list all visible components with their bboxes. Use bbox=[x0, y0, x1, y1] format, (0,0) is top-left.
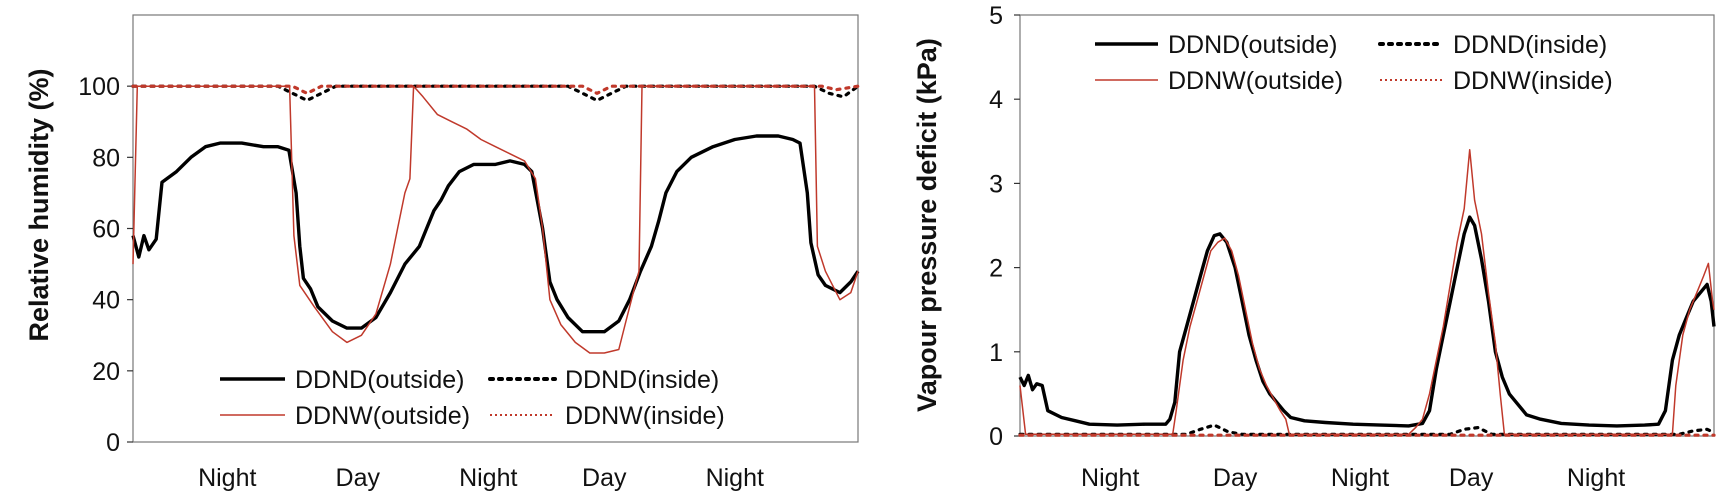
x-tick-label: Day bbox=[1449, 464, 1494, 492]
legend-label-ddnw-outside: DDNW(outside) bbox=[295, 402, 470, 430]
y-tick-label: 1 bbox=[989, 339, 1003, 367]
series-line-ddnd-outside bbox=[131, 134, 860, 334]
legend-label-ddnd-outside: DDND(outside) bbox=[1168, 31, 1337, 59]
plot-area: 0 20 40 60 80 100 Night Day Night Day Night bbox=[78, 14, 860, 492]
legend-label-ddnd-inside: DDND(inside) bbox=[1453, 31, 1607, 59]
x-tick-label: Night bbox=[198, 464, 256, 492]
x-tick-label: Night bbox=[1567, 464, 1625, 492]
x-tick-label: Day bbox=[1213, 464, 1258, 492]
y-axis-label: Vapour pressure deficit (kPa) bbox=[912, 38, 942, 412]
y-tick-label: 0 bbox=[989, 423, 1003, 451]
series-line-ddnd-inside bbox=[1018, 423, 1716, 436]
y-tick-label: 0 bbox=[106, 429, 120, 457]
y-tick-label: 80 bbox=[92, 144, 120, 172]
series-line-ddnw-outside bbox=[1019, 148, 1715, 436]
legend-label-ddnw-outside: DDNW(outside) bbox=[1168, 67, 1343, 95]
chart-relative-humidity: Relative humidity (%) 0 20 40 60 80 100 Night D… bbox=[24, 14, 860, 492]
y-tick-label: 2 bbox=[989, 255, 1003, 283]
y-tick-label: 60 bbox=[92, 216, 120, 244]
x-tick-label: Day bbox=[582, 464, 627, 492]
legend-label-ddnd-inside: DDND(inside) bbox=[565, 366, 719, 394]
x-tick-label: Day bbox=[336, 464, 381, 492]
x-tick-label: Night bbox=[1081, 464, 1139, 492]
y-tick-label: 5 bbox=[989, 2, 1003, 30]
y-tick-label: 100 bbox=[78, 73, 120, 101]
legend-label-ddnd-outside: DDND(outside) bbox=[295, 366, 464, 394]
y-tick-label: 4 bbox=[989, 86, 1003, 114]
legend: DDND(outside) DDND(inside) DDNW(outside)… bbox=[220, 366, 725, 430]
x-tick-label: Night bbox=[706, 464, 764, 492]
legend: DDND(outside) DDND(inside) DDNW(outside)… bbox=[1095, 31, 1613, 95]
series-line-ddnw-outside bbox=[132, 85, 859, 354]
legend-label-ddnw-inside: DDNW(inside) bbox=[1453, 67, 1613, 95]
series-line-ddnw-inside bbox=[131, 84, 860, 95]
y-axis-label: Relative humidity (%) bbox=[24, 68, 54, 341]
plot-frame bbox=[1019, 14, 1715, 437]
plot-area: 0 1 2 3 4 5 Night Day Night Day Night bbox=[989, 2, 1716, 492]
series-line-ddnd-inside bbox=[131, 84, 860, 102]
y-tick-label: 3 bbox=[989, 170, 1003, 198]
chart-vapour-pressure-deficit: Vapour pressure deficit (kPa) 0 1 2 3 4 5 Nigh… bbox=[912, 2, 1716, 492]
y-tick-label: 20 bbox=[92, 358, 120, 386]
x-tick-label: Night bbox=[1331, 464, 1389, 492]
x-tick-label: Night bbox=[459, 464, 517, 492]
y-tick-label: 40 bbox=[92, 287, 120, 315]
legend-label-ddnw-inside: DDNW(inside) bbox=[565, 402, 725, 430]
series-line-ddnd-outside bbox=[1018, 215, 1716, 428]
